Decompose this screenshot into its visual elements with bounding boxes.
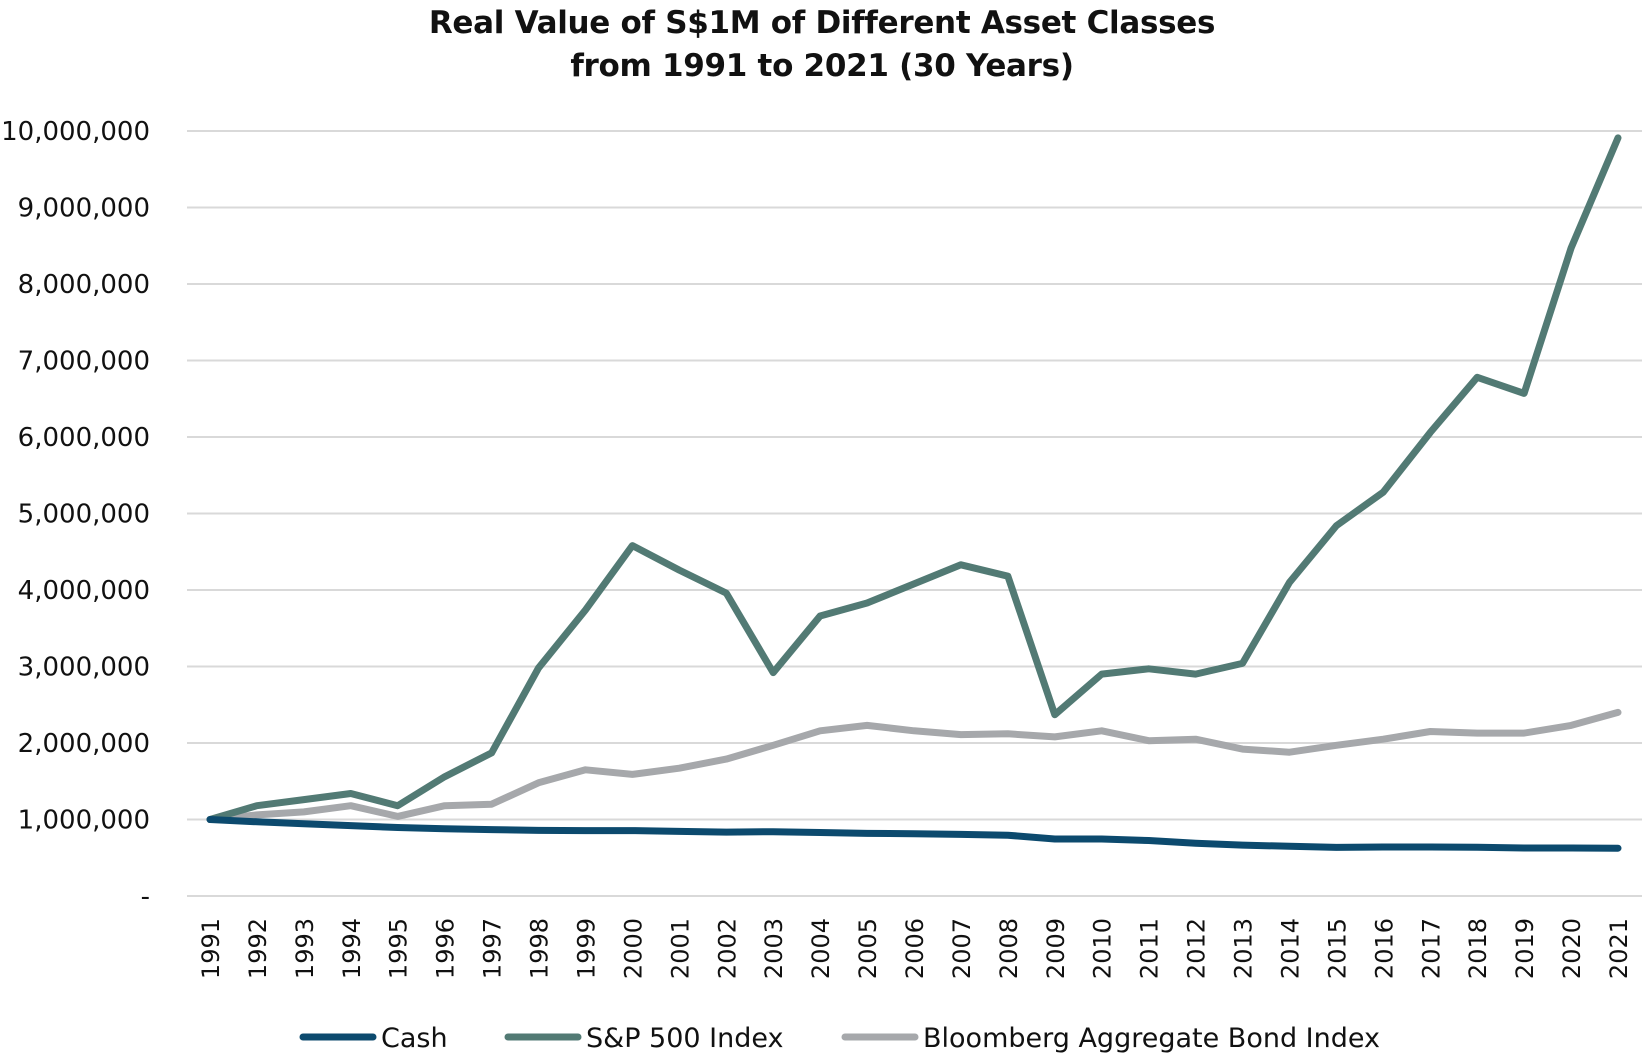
- x-tick-label: 2001: [666, 918, 694, 979]
- x-tick-label: 2012: [1183, 918, 1211, 979]
- x-tick-label: 1994: [338, 918, 366, 979]
- series-lines: [206, 134, 1622, 852]
- x-tick-label: 1993: [291, 918, 319, 979]
- y-tick-label: 1,000,000: [18, 806, 150, 836]
- legend-label: Bloomberg Aggregate Bond Index: [923, 1023, 1380, 1054]
- legend-label: Cash: [381, 1023, 448, 1054]
- y-tick-label: 3,000,000: [18, 653, 150, 683]
- y-tick-label: 9,000,000: [18, 194, 150, 224]
- y-tick-label: 10,000,000: [1, 117, 150, 147]
- x-tick-label: 2008: [995, 918, 1023, 979]
- x-tick-label: 2009: [1042, 918, 1070, 979]
- x-axis-tick-labels: 1991 1992 1993 1994 1995 1996 1997 1998 1999 2000…: [197, 918, 1633, 979]
- y-tick-label: 7,000,000: [18, 347, 150, 377]
- x-tick-label: 2017: [1417, 918, 1445, 979]
- x-tick-label: 1999: [572, 918, 600, 979]
- x-tick-label: 2010: [1089, 918, 1117, 979]
- x-tick-label: 2005: [854, 918, 882, 979]
- y-axis-tick-labels: - 1,000,000 2,000,000 3,000,000 4,000,000 5,0…: [1, 117, 150, 912]
- x-tick-label: 1991: [197, 918, 225, 979]
- series-line: [206, 708, 1622, 823]
- gridlines: [187, 130, 1642, 897]
- x-tick-label: 1997: [479, 918, 507, 979]
- x-tick-label: 2006: [901, 918, 929, 979]
- x-tick-label: 2015: [1323, 918, 1351, 979]
- x-tick-label: 2020: [1558, 918, 1586, 979]
- x-tick-label: 2021: [1605, 918, 1633, 979]
- y-tick-label: -: [141, 882, 150, 912]
- x-tick-label: 2013: [1230, 918, 1258, 979]
- x-tick-label: 1992: [244, 918, 272, 979]
- y-tick-label: 5,000,000: [18, 500, 150, 530]
- series-line: [206, 134, 1622, 823]
- x-tick-label: 2004: [807, 918, 835, 979]
- y-tick-label: 8,000,000: [18, 270, 150, 300]
- chart-title: Real Value of S$1M of Different Asset Cl…: [0, 2, 1644, 88]
- y-tick-label: 6,000,000: [18, 423, 150, 453]
- y-tick-label: 2,000,000: [18, 729, 150, 759]
- y-tick-label: 4,000,000: [18, 576, 150, 606]
- x-tick-label: 2014: [1276, 918, 1304, 979]
- x-tick-label: 2018: [1464, 918, 1492, 979]
- x-tick-label: 2016: [1370, 918, 1398, 979]
- series-line: [206, 816, 1622, 852]
- legend-label: S&P 500 Index: [586, 1023, 784, 1054]
- x-tick-label: 2000: [619, 918, 647, 979]
- chart-title-line2: from 1991 to 2021 (30 Years): [570, 48, 1074, 84]
- x-tick-label: 2002: [713, 918, 741, 979]
- x-tick-label: 2019: [1511, 918, 1539, 979]
- x-tick-label: 1996: [432, 918, 460, 979]
- x-tick-label: 2003: [760, 918, 788, 979]
- chart-title-line1: Real Value of S$1M of Different Asset Cl…: [428, 5, 1216, 41]
- x-tick-label: 2011: [1136, 918, 1164, 979]
- x-tick-label: 2007: [948, 918, 976, 979]
- x-tick-label: 1995: [385, 918, 413, 979]
- legend: Cash S&P 500 Index Bloomberg Aggregate Bon…: [299, 1023, 1380, 1054]
- x-tick-label: 1998: [526, 918, 554, 979]
